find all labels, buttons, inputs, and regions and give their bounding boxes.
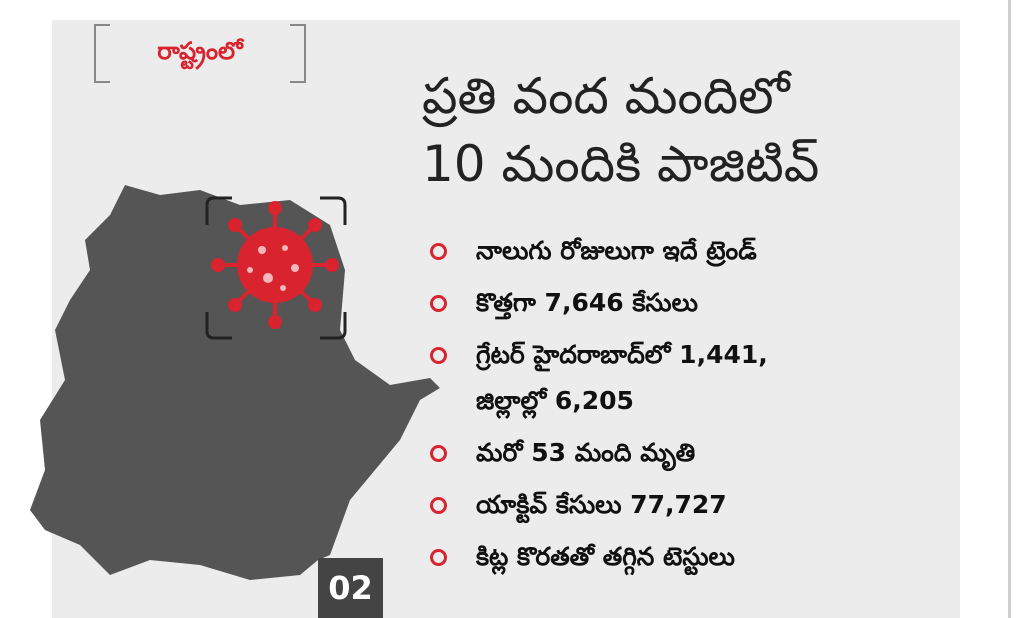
headline-line: 10 మందికి పాజిటివ్	[422, 135, 820, 193]
bullet-item: యాక్టివ్ కేసులు 77,727	[428, 482, 948, 528]
section-tag: రాష్ట్రంలో	[157, 36, 243, 65]
bullet-text: యాక్టివ్ కేసులు 77,727	[476, 490, 727, 519]
bullet-text: కిట్ల కొరతతో తగ్గిన టెస్టులు	[476, 542, 735, 571]
headline: ప్రతి వంద మందిలో 10 మందికి పాజిటివ్	[422, 62, 942, 198]
virus-icon	[211, 201, 339, 329]
bullet-text: నాలుగు రోజులుగా ఇదే ట్రెండ్	[476, 236, 757, 265]
headline-line: ప్రతి వంద మందిలో	[422, 67, 790, 125]
bullet-item: నాలుగు రోజులుగా ఇదే ట్రెండ్	[428, 228, 948, 274]
page-number: 02	[318, 558, 383, 618]
focus-brackets	[205, 196, 347, 340]
bullet-text: జిల్లాల్లో 6,205	[476, 386, 634, 415]
bullet-text: మరో 53 మంది మృతి	[476, 438, 696, 467]
state-map	[30, 185, 440, 580]
bullet-item: గ్రేటర్ హైదరాబాద్‌లో 1,441, జిల్లాల్లో 6,…	[428, 332, 948, 424]
bullet-item: కిట్ల కొరతతో తగ్గిన టెస్టులు	[428, 534, 948, 580]
bullet-text: కొత్తగా 7,646 కేసులు	[476, 288, 698, 317]
bullet-list: నాలుగు రోజులుగా ఇదే ట్రెండ్ కొత్తగా 7,646…	[428, 228, 948, 586]
bullet-item: కొత్తగా 7,646 కేసులు	[428, 280, 948, 326]
tag-brackets	[94, 24, 306, 83]
bullet-item: మరో 53 మంది మృతి	[428, 430, 948, 476]
bullet-text: గ్రేటర్ హైదరాబాద్‌లో 1,441,	[476, 340, 768, 369]
divider	[1008, 0, 1011, 618]
